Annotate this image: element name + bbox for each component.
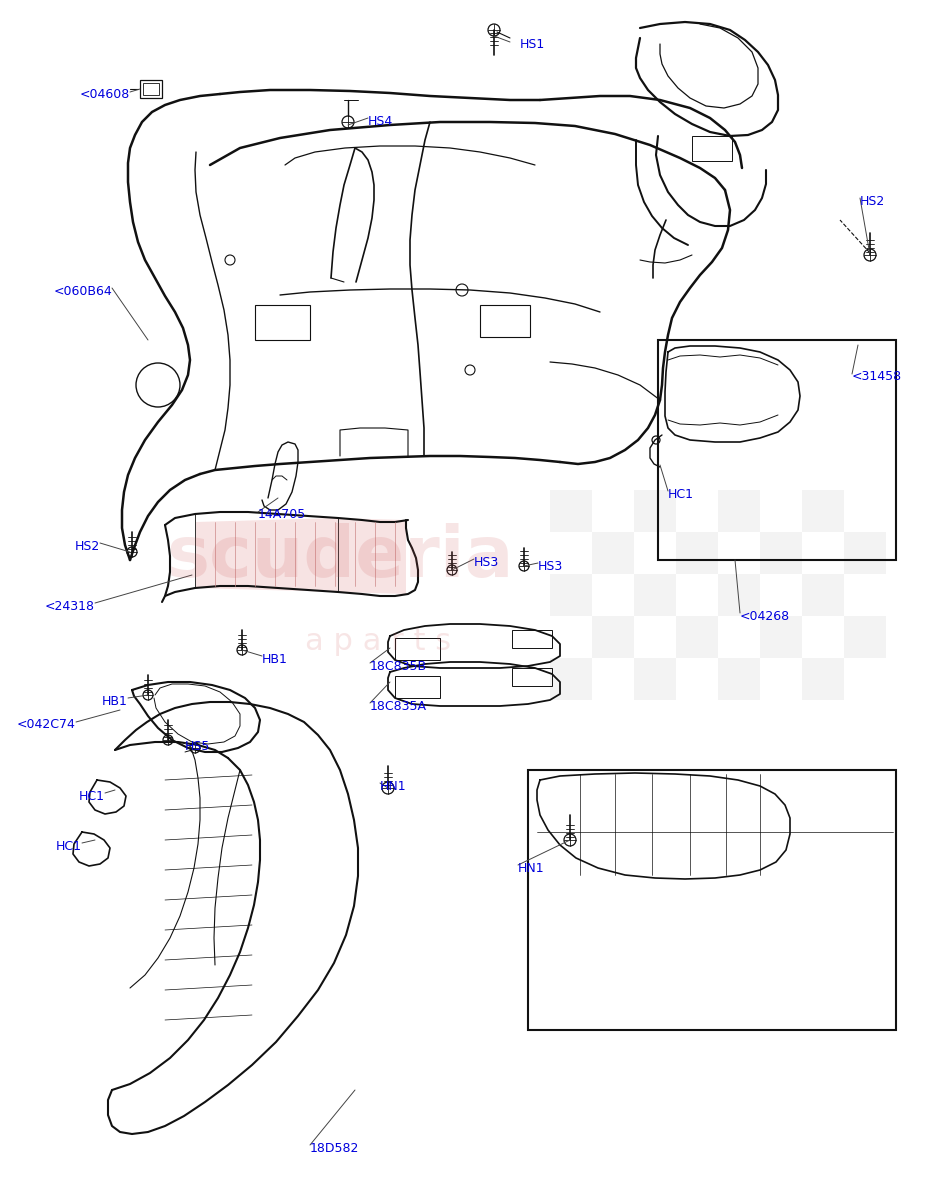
Bar xyxy=(395,638,440,660)
Text: HS3: HS3 xyxy=(474,556,499,569)
Bar xyxy=(844,616,886,658)
Text: HN1: HN1 xyxy=(518,862,545,875)
Text: HB1: HB1 xyxy=(102,695,128,708)
Bar xyxy=(550,658,592,700)
Bar xyxy=(143,83,159,95)
Text: HS2: HS2 xyxy=(860,194,885,208)
Bar xyxy=(140,80,162,98)
Bar xyxy=(528,770,896,1030)
Text: HS5: HS5 xyxy=(185,740,211,754)
Bar xyxy=(592,532,634,574)
Bar xyxy=(676,532,718,574)
Bar xyxy=(512,630,552,648)
Text: scuderia: scuderia xyxy=(166,523,514,593)
Text: a p a r t s: a p a r t s xyxy=(305,628,450,656)
Text: <04268: <04268 xyxy=(740,610,790,623)
Text: HS3: HS3 xyxy=(538,560,564,572)
Bar xyxy=(718,574,760,616)
Text: HS1: HS1 xyxy=(520,38,546,50)
Text: HC1: HC1 xyxy=(56,840,82,853)
Bar xyxy=(550,574,592,616)
Bar xyxy=(658,340,896,560)
Bar xyxy=(718,490,760,532)
Bar xyxy=(512,668,552,686)
Bar xyxy=(634,574,676,616)
Bar xyxy=(802,658,844,700)
Text: HB1: HB1 xyxy=(262,653,288,666)
Bar xyxy=(760,532,802,574)
Bar xyxy=(634,658,676,700)
Bar xyxy=(395,676,440,698)
Bar xyxy=(592,616,634,658)
Text: <042C74: <042C74 xyxy=(17,718,76,731)
Bar xyxy=(760,616,802,658)
Text: 18C835B: 18C835B xyxy=(370,660,427,673)
Text: 18D582: 18D582 xyxy=(310,1142,360,1154)
Bar xyxy=(676,616,718,658)
Text: 14A705: 14A705 xyxy=(258,508,306,521)
Text: HS4: HS4 xyxy=(368,115,394,128)
Bar xyxy=(480,305,530,337)
Text: HN1: HN1 xyxy=(380,780,407,793)
Text: 18C835A: 18C835A xyxy=(370,700,427,713)
Text: <060B64: <060B64 xyxy=(53,284,112,298)
Bar xyxy=(550,490,592,532)
Bar xyxy=(718,658,760,700)
Text: <04608: <04608 xyxy=(79,88,130,101)
Bar xyxy=(255,305,310,340)
Text: HS2: HS2 xyxy=(75,540,100,553)
Text: HC1: HC1 xyxy=(79,790,105,803)
Bar xyxy=(692,136,732,161)
Bar xyxy=(802,574,844,616)
Text: <31458: <31458 xyxy=(852,370,902,383)
Text: HC1: HC1 xyxy=(668,488,694,502)
Bar xyxy=(844,532,886,574)
Bar xyxy=(634,490,676,532)
Polygon shape xyxy=(196,518,406,594)
Bar xyxy=(802,490,844,532)
Text: <24318: <24318 xyxy=(45,600,95,613)
